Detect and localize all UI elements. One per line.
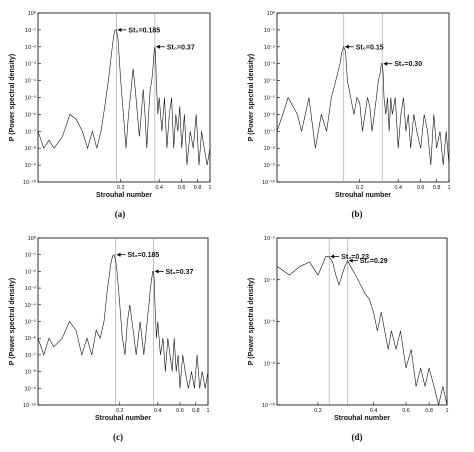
y-tick-label: 10⁻¹⁰	[23, 402, 37, 409]
y-tick-label: 10⁻³	[264, 62, 275, 68]
y-tick-label: 10⁻⁸	[25, 369, 36, 376]
y-tick-label: 10⁻⁴	[264, 78, 276, 85]
panel-c: 10⁻¹⁰ 10⁻⁹ 10⁻⁸ 10⁻⁷ 10⁻⁶ 10⁻⁵ 10⁻⁴ 10⁻³ 10⁻² 10⁻…	[9, 235, 210, 442]
peak-annotation: St₀=0.29	[360, 258, 388, 265]
annotation-arrowhead	[330, 254, 335, 259]
x-tick-label: 0.4	[155, 185, 163, 191]
plot-frame	[276, 12, 450, 183]
panel-label: (d)	[352, 432, 363, 442]
y-tick-label: 10⁻⁷	[25, 128, 36, 135]
y-tick-label: 10⁻⁵	[25, 95, 36, 102]
panel-b: 10⁻¹⁰ 10⁻⁹ 10⁻⁸ 10⁻⁷ 10⁻⁶ 10⁻⁵ 10⁻⁴ 10⁻³ 10⁻² 10⁻…	[248, 10, 451, 219]
y-tick-label: 10⁻³	[25, 62, 36, 68]
y-tick-label: 10⁻⁸	[25, 145, 36, 152]
x-tick-label: 1	[445, 408, 448, 414]
x-tick-label: 0.6	[176, 408, 184, 414]
y-tick-label: 10⁻³	[25, 286, 36, 292]
x-axis-title: Strouhal number	[335, 192, 391, 199]
x-tick-label: 1	[208, 185, 211, 191]
y-tick-label: 10⁻⁷	[25, 352, 36, 359]
peak-annotation: St₀=0.23	[341, 254, 369, 261]
y-tick-label: 10⁻⁶	[264, 319, 275, 326]
psd-series-line	[37, 29, 211, 166]
x-tick-label: 1	[206, 408, 209, 414]
y-tick-label: 10⁻²	[264, 236, 275, 242]
peak-annotation: St₀=0.37	[165, 269, 193, 276]
x-tick-label: 0.6	[178, 185, 186, 191]
y-tick-label: 10⁻²	[264, 45, 275, 51]
y-tick-label: 10⁻⁸	[264, 145, 275, 152]
y-tick-label: 10⁻²	[25, 45, 36, 51]
y-tick-label: 10⁻²	[25, 269, 36, 275]
y-tick-label: 10⁻⁹	[25, 162, 36, 169]
x-axis-title: Strouhal number	[334, 415, 390, 422]
x-tick-label: 0.4	[394, 185, 402, 191]
x-tick-label: 0.6	[417, 185, 425, 191]
y-tick-label: 10⁻⁷	[264, 128, 275, 135]
y-tick-label: 10⁻⁶	[25, 335, 36, 342]
psd-series-line	[37, 254, 209, 389]
y-tick-label: 10⁻⁴	[264, 277, 276, 284]
panel-label: (a)	[115, 209, 126, 219]
peak-annotation: St₀=0.185	[128, 27, 160, 34]
y-tick-label: 10⁻⁵	[25, 319, 36, 326]
peak-annotation: St₀=0.185	[127, 252, 159, 259]
panel-label: (b)	[352, 209, 363, 219]
x-tick-label: 0.4	[154, 408, 162, 414]
y-tick-label: 10⁻⁹	[264, 162, 275, 169]
y-tick-label: 10⁻¹	[264, 28, 275, 34]
annotation-arrowhead	[117, 27, 122, 32]
panel-a: 10⁻¹⁰ 10⁻⁹ 10⁻⁸ 10⁻⁷ 10⁻⁶ 10⁻⁵ 10⁻⁴ 10⁻³ 10⁻² 10⁻…	[9, 10, 212, 219]
plot-frame	[37, 12, 211, 183]
y-axis-title: P (Power spectral density)	[9, 54, 16, 141]
y-tick-label: 10⁻⁸	[264, 360, 275, 367]
psd-series-line	[276, 256, 448, 406]
x-tick-label: 0.8	[433, 185, 441, 191]
plot-frame	[37, 237, 209, 406]
x-tick-label: 0.8	[425, 408, 433, 414]
y-tick-label: 10⁻¹⁰	[23, 179, 37, 186]
y-tick-label: 10⁻¹⁰	[262, 402, 276, 409]
x-tick-label: 0.6	[402, 408, 410, 414]
annotation-arrowhead	[155, 44, 160, 49]
x-tick-label: 0.8	[192, 408, 200, 414]
annotation-arrowhead	[116, 252, 121, 257]
y-tick-label: 10⁻¹	[25, 28, 36, 34]
x-tick-label: 0.8	[194, 185, 202, 191]
panel-label: (c)	[113, 432, 123, 442]
annotation-arrowhead	[154, 269, 159, 274]
y-tick-label: 10⁻⁴	[25, 78, 37, 85]
y-axis-title: P (Power spectral density)	[248, 54, 255, 141]
x-tick-label: 0.4	[370, 408, 378, 414]
psd-series-line	[276, 45, 450, 166]
y-tick-label: 10⁻⁶	[25, 111, 36, 118]
y-tick-label: 10⁻¹⁰	[262, 179, 276, 186]
y-tick-label: 10⁻⁹	[25, 385, 36, 392]
panel-d: 10⁻¹⁰ 10⁻⁸ 10⁻⁶ 10⁻⁴ 10⁻² 0.2 0.4 0.6 0.8 1 Strouh…	[248, 236, 449, 442]
x-tick-label: 0.2	[116, 408, 124, 414]
annotation-arrowhead	[348, 258, 353, 263]
peak-annotation: St₀=0.30	[394, 61, 422, 68]
y-tick-label: 10⁻⁴	[25, 302, 37, 309]
annotation-arrowhead	[383, 61, 388, 66]
peak-annotation: St₀=0.15	[356, 44, 384, 51]
x-tick-label: 0.2	[314, 408, 322, 414]
annotation-arrowhead	[344, 44, 349, 49]
x-tick-label: 0.2	[356, 185, 364, 191]
y-tick-label: 10⁻¹	[25, 253, 36, 259]
y-tick-label: 10⁻⁵	[264, 95, 275, 102]
x-axis-title: Strouhal number	[95, 415, 151, 422]
y-axis-title: P (Power spectral density)	[9, 278, 16, 365]
y-tick-label: 10⁰	[28, 235, 37, 242]
peak-annotation: St₀=0.37	[167, 44, 195, 51]
y-tick-label: 10⁰	[28, 10, 37, 17]
y-tick-label: 10⁻⁶	[264, 111, 275, 118]
y-axis-title: P (Power spectral density)	[248, 278, 255, 365]
x-axis-title: Strouhal number	[96, 192, 152, 199]
x-tick-label: 1	[447, 185, 450, 191]
y-tick-label: 10⁰	[267, 10, 276, 17]
x-tick-label: 0.2	[117, 185, 125, 191]
